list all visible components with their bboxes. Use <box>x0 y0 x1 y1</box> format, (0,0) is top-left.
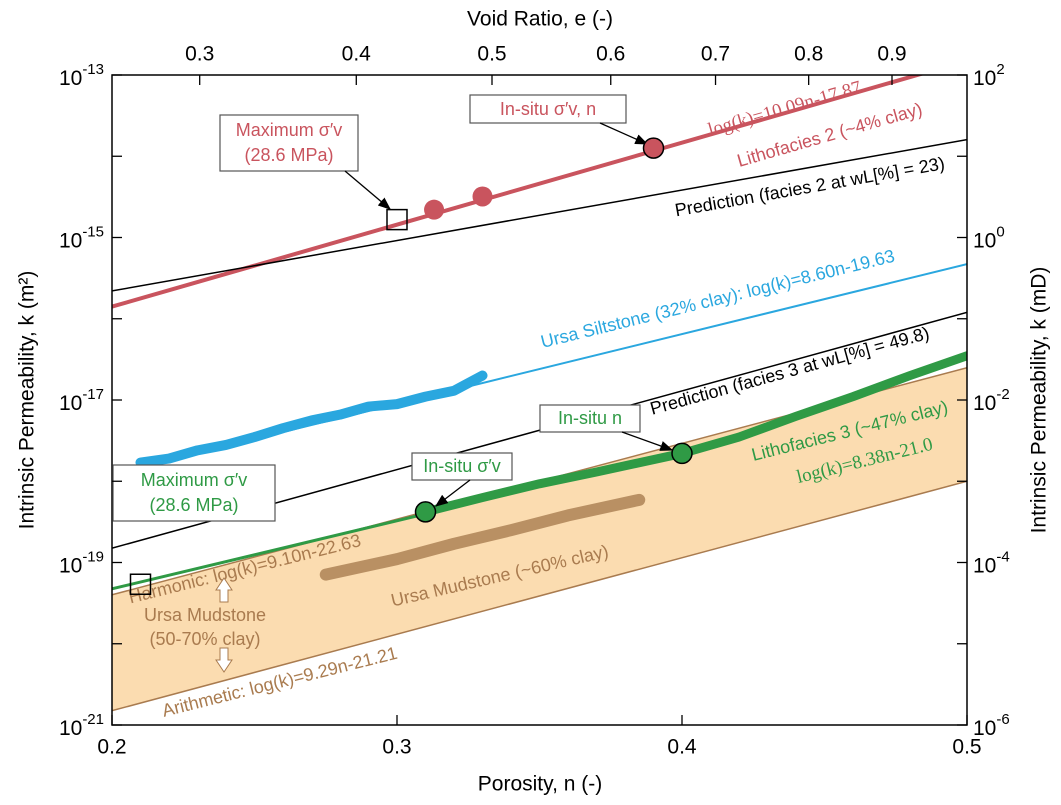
x2-tick-label: 0.5 <box>477 43 506 66</box>
x-tick-label: 0.2 <box>97 736 126 759</box>
band <box>112 367 967 711</box>
point <box>642 137 665 159</box>
tick-base: 10 <box>973 717 996 740</box>
arrow <box>621 431 674 451</box>
series-line <box>112 138 967 292</box>
annotation-box <box>539 404 641 433</box>
x-tick-label: 0.3 <box>382 736 411 759</box>
tick-base: 10 <box>59 229 82 252</box>
x2-tick-label: 0.4 <box>342 43 372 66</box>
annotation: In-situ σ′v, n <box>500 99 596 119</box>
arrow <box>434 479 471 507</box>
series-line <box>135 370 488 468</box>
y2-axis-title: Intrinsic Permeability, k (mD) <box>1028 267 1051 534</box>
tick-exponent: -15 <box>82 223 104 240</box>
tick-base: 10 <box>973 67 996 90</box>
tick-label: 10-15 <box>59 223 104 252</box>
series-line <box>112 512 427 591</box>
arrow-icon <box>215 577 233 603</box>
point-square <box>129 573 152 595</box>
annotation: Ursa Siltstone (32% clay): log(k)=8.60n-… <box>539 246 897 352</box>
arrow-icon <box>215 647 233 673</box>
point <box>671 442 693 465</box>
series-line <box>421 351 967 517</box>
tick-label: 10-21 <box>59 711 104 740</box>
x2-tick-label: 0.7 <box>701 43 730 66</box>
annotation: (50-70% clay) <box>149 629 260 649</box>
annotation: Maximum σ′v <box>236 120 343 140</box>
point <box>424 199 445 220</box>
annotation-box <box>112 464 276 522</box>
x2-tick-label: 0.3 <box>185 43 214 66</box>
tick-label: 10-4 <box>973 548 1010 577</box>
y-axis-title: Intrinsic Permeability, k (m²) <box>16 271 39 530</box>
x2-tick-label: 0.9 <box>877 43 906 66</box>
tick-exponent: -21 <box>82 711 104 728</box>
x-axis-title: Porosity, n (-) <box>478 773 602 796</box>
tick-label: 102 <box>973 61 1005 90</box>
tick-exponent: -2 <box>996 386 1009 403</box>
annotation-box <box>469 94 627 124</box>
tick-base: 10 <box>59 392 82 415</box>
top-axis-title: Void Ratio, e (-) <box>467 8 613 31</box>
tick-exponent: -19 <box>82 548 104 565</box>
band-edge <box>112 480 967 712</box>
tick-exponent: -4 <box>996 548 1009 565</box>
tick-label: 100 <box>973 223 1005 252</box>
annotation-box <box>219 114 359 172</box>
tick-base: 10 <box>59 67 82 90</box>
tick-base: 10 <box>973 229 996 252</box>
annotation: (28.6 MPa) <box>244 145 333 165</box>
x-tick-label: 0.5 <box>952 736 981 759</box>
tick-exponent: -13 <box>82 61 104 78</box>
series-line <box>319 493 646 581</box>
x2-tick-label: 0.6 <box>596 43 625 66</box>
tick-label: 10-2 <box>973 386 1010 415</box>
plot-area <box>112 75 967 712</box>
arrow <box>344 170 391 210</box>
tick-base: 10 <box>973 392 996 415</box>
tick-exponent: 2 <box>996 61 1004 78</box>
tick-label: 10-13 <box>59 61 104 90</box>
arrow <box>599 122 649 145</box>
point <box>414 501 437 523</box>
tick-label: 10-6 <box>973 711 1010 740</box>
tick-base: 10 <box>59 717 82 740</box>
tick-base: 10 <box>973 554 996 577</box>
tick-exponent: -6 <box>996 711 1009 728</box>
x-tick-label: 0.4 <box>667 736 697 759</box>
annotation: In-situ σ′v <box>423 456 501 476</box>
tick-exponent: -17 <box>82 386 104 403</box>
point-square <box>386 208 408 231</box>
annotation: Maximum σ′v <box>141 470 248 490</box>
tick-exponent: 0 <box>996 223 1004 240</box>
annotation: Ursa Mudstone <box>144 605 266 625</box>
annotation: Prediction (facies 2 at wL[%] = 23) <box>673 153 946 220</box>
tick-base: 10 <box>59 554 82 577</box>
tick-label: 10-19 <box>59 548 104 577</box>
point <box>472 186 493 207</box>
annotations: In-situ σ′v, n log(k)=10.09n-17.87 Litho… <box>112 77 950 721</box>
annotation: (28.6 MPa) <box>149 495 238 515</box>
annotation-box <box>411 452 513 481</box>
annotation: In-situ n <box>558 408 622 428</box>
tick-label: 10-17 <box>59 386 104 415</box>
x2-tick-label: 0.8 <box>794 43 823 66</box>
